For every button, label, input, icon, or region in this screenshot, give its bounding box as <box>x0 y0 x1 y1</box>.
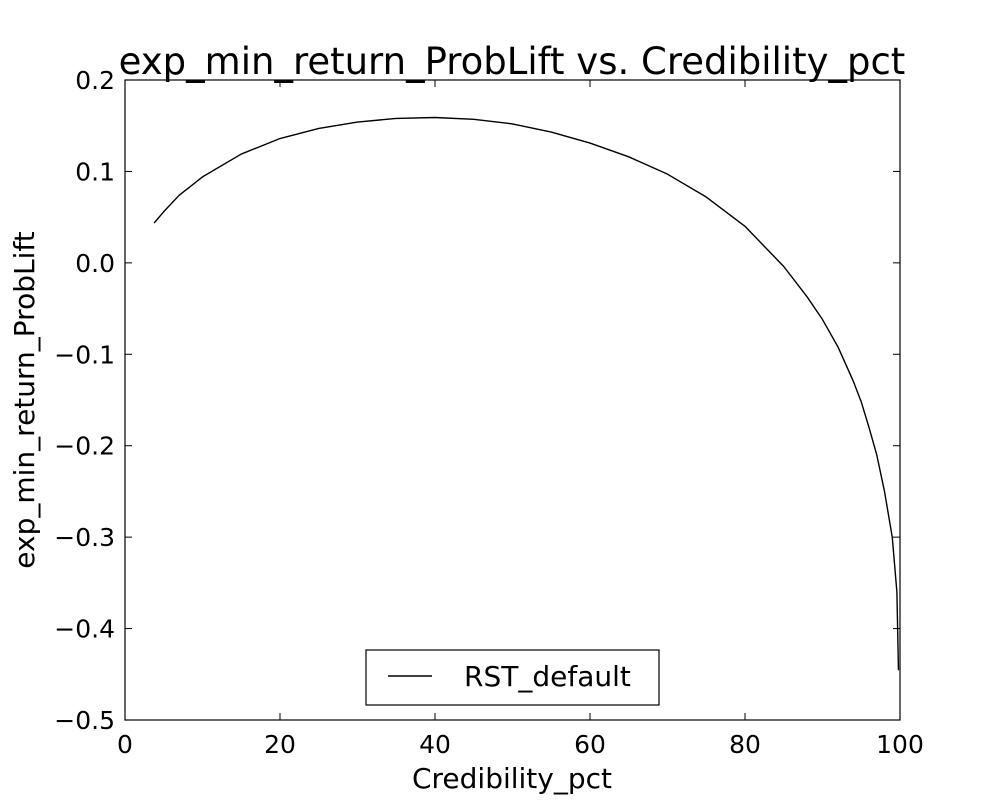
y-axis: −0.5 −0.4 −0.3 −0.2 −0.1 0.0 0.1 0.2 <box>54 66 900 735</box>
x-axis: 0 20 40 60 80 100 <box>117 80 924 759</box>
y-tick-label: 0.0 <box>75 249 115 278</box>
y-tick-label: −0.2 <box>54 432 115 461</box>
y-axis-label: exp_min_return_ProbLift <box>8 231 41 568</box>
y-tick-label: −0.3 <box>54 523 115 552</box>
y-tick-label: 0.1 <box>75 157 115 186</box>
x-tick-label: 100 <box>876 730 924 759</box>
x-tick-label: 80 <box>729 730 761 759</box>
plot-area: 0 20 40 60 80 100 −0.5−0.4−0.3−0.2−0.10.00.10… <box>54 66 924 759</box>
series-line-rst-default <box>153 116 900 671</box>
y-tick-label: −0.1 <box>54 340 115 369</box>
x-tick-label: 60 <box>574 730 606 759</box>
x-tick-label: 40 <box>419 730 451 759</box>
y-tick-label: −0.4 <box>54 615 115 644</box>
x-tick-label: 0 <box>117 730 133 759</box>
chart-title: exp_min_return_ProbLift vs. Credibility_… <box>119 40 906 83</box>
series-layer <box>153 116 900 671</box>
y-tick-label: −0.5 <box>54 706 115 735</box>
legend-entry-label: RST_default <box>464 660 631 693</box>
y-tick-label: 0.2 <box>75 66 115 95</box>
legend-box <box>365 649 660 706</box>
x-tick-label: 20 <box>264 730 296 759</box>
x-axis-label: Credibility_pct <box>412 762 612 795</box>
plot-frame <box>124 79 901 721</box>
legend: RST_default <box>365 649 660 706</box>
